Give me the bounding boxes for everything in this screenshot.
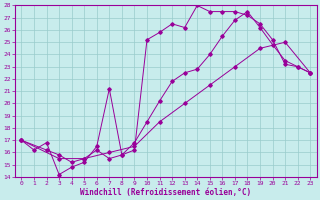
X-axis label: Windchill (Refroidissement éolien,°C): Windchill (Refroidissement éolien,°C)	[80, 188, 252, 197]
